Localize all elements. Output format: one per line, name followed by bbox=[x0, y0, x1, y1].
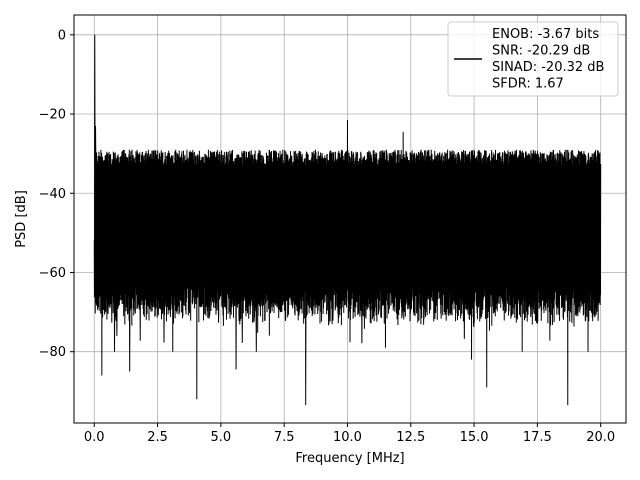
y-tick-label: −80 bbox=[39, 345, 66, 360]
x-axis-label: Frequency [MHz] bbox=[295, 451, 404, 466]
x-tick-label: 17.5 bbox=[523, 430, 552, 445]
x-tick-label: 0.0 bbox=[84, 430, 105, 445]
y-axis-label: PSD [dB] bbox=[14, 190, 29, 248]
x-tick-label: 20.0 bbox=[586, 430, 615, 445]
axes-frame bbox=[73, 14, 627, 424]
psd-series-line bbox=[93, 34, 602, 406]
x-tick-label: 10.0 bbox=[333, 430, 362, 445]
legend-enob: ENOB: -3.67 bits bbox=[492, 27, 599, 42]
legend-snr: SNR: -20.29 dB bbox=[492, 44, 590, 59]
x-tick-label: 5.0 bbox=[211, 430, 232, 445]
y-tick-label: −40 bbox=[39, 187, 66, 202]
y-axis-ticks: 0 −20 −40 −60 −80 bbox=[39, 28, 74, 360]
x-tick-label: 7.5 bbox=[274, 430, 295, 445]
y-tick-label: −60 bbox=[39, 266, 66, 281]
y-tick-label: 0 bbox=[58, 28, 66, 43]
plot-area bbox=[93, 34, 602, 406]
legend-box bbox=[447, 21, 619, 97]
x-tick-label: 12.5 bbox=[396, 430, 425, 445]
x-tick-label: 15.0 bbox=[460, 430, 489, 445]
legend: ENOB: -3.67 bits SNR: -20.29 dB SINAD: -… bbox=[447, 21, 619, 97]
y-tick-label: −20 bbox=[39, 108, 66, 123]
legend-sfdr: SFDR: 1.67 bbox=[492, 77, 564, 92]
legend-sinad: SINAD: -20.32 dB bbox=[492, 60, 604, 75]
x-axis-ticks: 0.0 2.5 5.0 7.5 10.0 12.5 15.0 17.5 20.0 bbox=[84, 423, 615, 445]
x-tick-label: 2.5 bbox=[147, 430, 168, 445]
